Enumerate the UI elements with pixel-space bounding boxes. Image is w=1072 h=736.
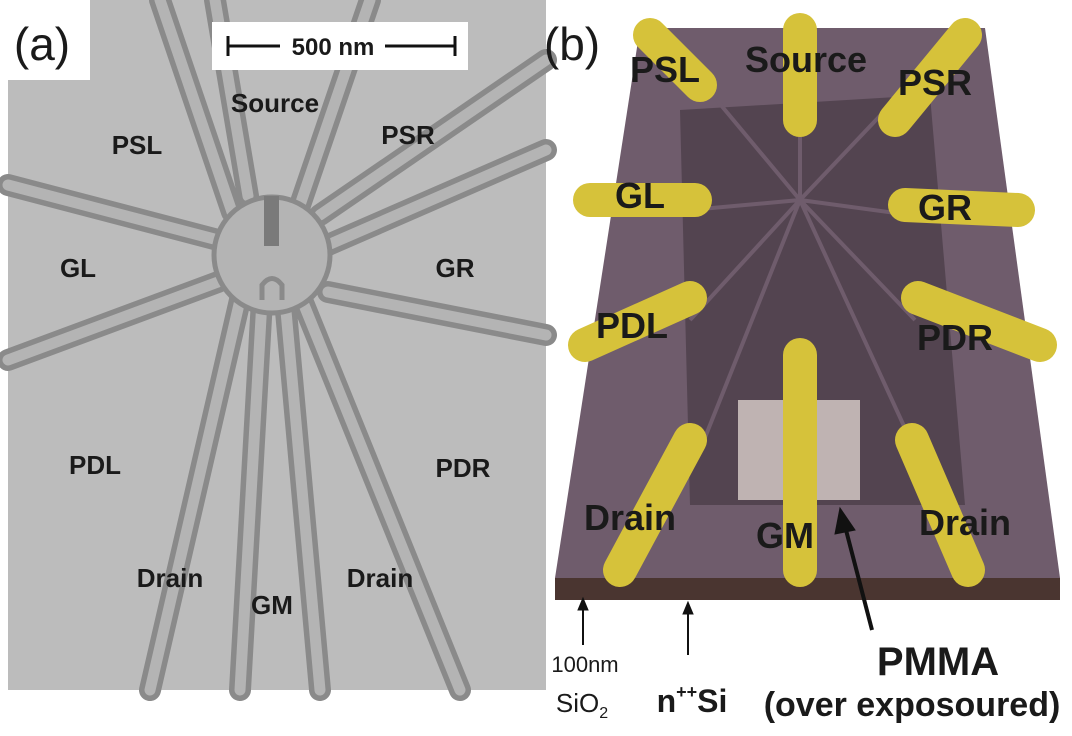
annotation-text: Si: [697, 683, 727, 719]
electrode-label: GL: [60, 253, 96, 283]
electrode-label: GL: [615, 175, 665, 216]
electrode-label: PDL: [69, 450, 121, 480]
electrode-label: Drain: [137, 563, 203, 593]
electrode-label: GR: [436, 253, 475, 283]
panel-label: (a): [14, 18, 70, 70]
annotation-superscript: ++: [676, 682, 697, 702]
panel-label: (b): [544, 18, 600, 70]
electrode-label: PDL: [596, 305, 668, 346]
electrode-label: Drain: [347, 563, 413, 593]
annotation-text: n: [657, 683, 677, 719]
electrode-label: PSR: [898, 62, 972, 103]
scale-bar-label: 500 nm: [292, 34, 375, 61]
annotation: n++Si: [657, 682, 728, 719]
electrode-label: Source: [231, 88, 319, 118]
electrode-label: Drain: [584, 497, 676, 538]
electrode-label: GM: [756, 515, 814, 556]
electrode-label: PSR: [381, 120, 435, 150]
annotation: PMMA: [877, 640, 999, 684]
electrode-label: GM: [251, 590, 293, 620]
annotation-text: SiO: [556, 688, 599, 718]
electrode-label: PSL: [630, 49, 700, 90]
electrode-label: Drain: [919, 502, 1011, 543]
electrode-label: PDR: [436, 453, 491, 483]
electrode-label: GR: [918, 187, 972, 228]
annotation: SiO2: [556, 688, 608, 722]
electrode-label: PSL: [112, 130, 163, 160]
figure: (a) 500 nm Source PSL PSR GL GR PDL PDR …: [0, 0, 1072, 736]
annotation: (over exposoured): [764, 686, 1061, 724]
annotation: 100nm: [551, 652, 618, 677]
annotation-subscript: 2: [599, 705, 608, 722]
electrode-label: PDR: [917, 317, 993, 358]
electrode-label: Source: [745, 39, 867, 80]
